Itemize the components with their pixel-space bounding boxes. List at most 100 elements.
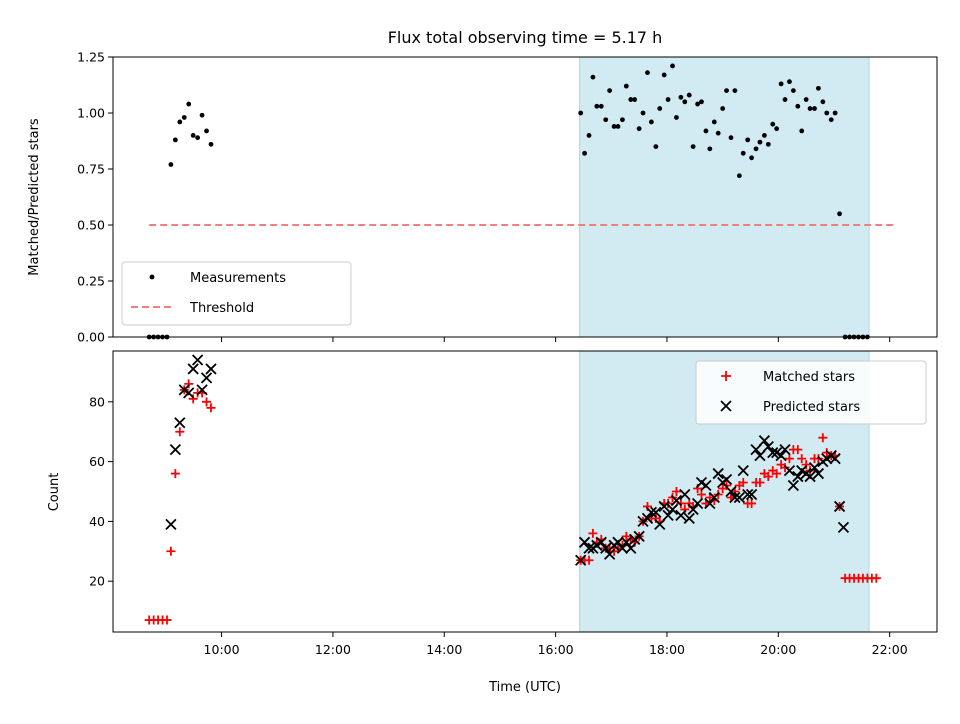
data-point xyxy=(648,119,654,125)
data-point xyxy=(671,487,681,496)
bottom-y-axis-label: Count xyxy=(47,473,62,512)
data-point xyxy=(750,444,762,456)
data-point xyxy=(828,117,834,123)
data-point xyxy=(871,573,881,583)
data-point xyxy=(188,394,198,404)
data-point xyxy=(208,141,214,147)
x-axis-label: Time (UTC) xyxy=(488,680,561,695)
data-point xyxy=(628,97,634,102)
data-point xyxy=(186,101,192,107)
x-tick-label: 14:00 xyxy=(426,642,462,657)
data-point xyxy=(641,512,654,525)
series-predicted-stars xyxy=(165,354,850,566)
data-point xyxy=(762,441,774,453)
data-point xyxy=(824,110,830,116)
data-point xyxy=(666,503,679,516)
data-point xyxy=(729,491,741,504)
data-point xyxy=(707,146,713,152)
legend-marker xyxy=(721,371,731,381)
data-point xyxy=(665,97,671,102)
data-point xyxy=(175,427,185,437)
data-point xyxy=(206,403,216,413)
data-point xyxy=(790,88,796,93)
data-point xyxy=(190,133,196,138)
x-tick-label: 18:00 xyxy=(649,642,685,657)
data-point xyxy=(753,146,759,152)
data-point xyxy=(658,500,670,513)
data-point xyxy=(196,384,208,396)
data-point xyxy=(816,85,821,91)
data-point xyxy=(575,554,587,566)
data-point xyxy=(612,536,624,548)
legend: Measurements Threshold xyxy=(121,261,352,326)
y-tick-label: 1.25 xyxy=(77,50,105,65)
data-point xyxy=(611,124,617,129)
data-point xyxy=(603,117,609,123)
data-point xyxy=(745,488,758,501)
data-point xyxy=(166,546,176,556)
data-point xyxy=(754,449,766,462)
x-tick-label: 10:00 xyxy=(204,642,240,657)
data-point xyxy=(803,97,809,102)
data-point xyxy=(818,433,828,443)
data-point xyxy=(763,472,773,482)
data-point xyxy=(708,491,720,504)
data-point xyxy=(165,518,177,531)
data-point xyxy=(594,103,600,109)
legend-label: Matched stars xyxy=(763,370,855,385)
data-point xyxy=(720,473,733,486)
data-point xyxy=(670,494,683,507)
data-point xyxy=(795,103,801,109)
plot-frame xyxy=(112,56,938,338)
data-point xyxy=(678,94,684,100)
data-point xyxy=(733,491,745,504)
data-point xyxy=(711,119,717,125)
data-point xyxy=(616,542,629,554)
data-point xyxy=(676,498,686,508)
data-point xyxy=(742,488,754,501)
data-point xyxy=(765,141,771,147)
data-point xyxy=(732,88,738,93)
data-point xyxy=(813,454,823,464)
y-tick-label: 0.25 xyxy=(77,274,105,289)
data-point xyxy=(736,173,742,179)
data-point xyxy=(174,417,186,429)
data-point xyxy=(623,83,629,89)
data-point xyxy=(583,542,595,554)
data-point xyxy=(204,128,209,134)
data-point xyxy=(675,509,687,522)
data-point xyxy=(202,397,212,407)
data-point xyxy=(804,470,816,483)
data-point xyxy=(755,478,765,488)
data-point xyxy=(715,130,721,136)
data-point xyxy=(712,467,724,480)
shaded-interval xyxy=(579,56,870,338)
data-point xyxy=(187,363,199,375)
y-tick-label: 1.00 xyxy=(77,106,105,121)
data-point xyxy=(703,128,709,134)
data-point xyxy=(586,133,592,138)
data-point xyxy=(774,126,780,132)
data-point xyxy=(205,363,217,375)
data-point xyxy=(797,454,807,464)
data-point xyxy=(720,106,726,111)
y-tick-label: 0.75 xyxy=(77,162,105,177)
data-point xyxy=(784,454,794,464)
data-point xyxy=(737,464,749,477)
data-point xyxy=(724,88,729,93)
chart-title: Flux total observing time = 5.17 h xyxy=(388,28,663,47)
y-tick-label: 60 xyxy=(89,454,105,469)
data-point xyxy=(679,488,691,501)
data-point xyxy=(837,521,850,534)
data-point xyxy=(603,548,616,560)
data-point xyxy=(654,518,666,531)
data-point xyxy=(682,99,688,105)
data-point xyxy=(783,464,796,477)
data-point xyxy=(801,460,811,470)
data-point xyxy=(820,99,826,105)
data-point xyxy=(725,485,737,498)
data-point xyxy=(767,447,779,459)
data-point xyxy=(757,139,763,145)
top-y-axis-label: Matched/Predicted stars xyxy=(27,118,42,276)
legend-label: Threshold xyxy=(189,301,254,316)
